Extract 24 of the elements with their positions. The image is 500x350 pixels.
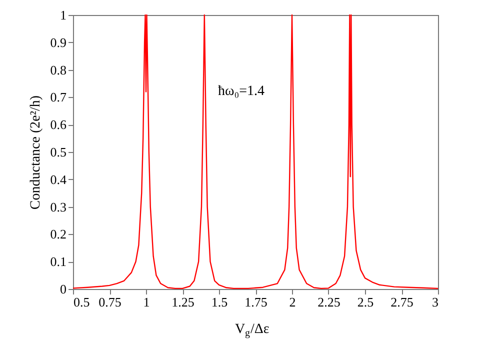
x-tick-label: 2.75 <box>390 294 414 310</box>
y-tick-label: 0 <box>60 282 66 296</box>
y-tick-label: 1 <box>60 8 66 22</box>
x-tick-label: 2 <box>289 294 296 310</box>
y-tick-label: 0.5 <box>50 144 66 160</box>
x-tick-label: 1 <box>143 294 150 310</box>
y-tick-label: 0.6 <box>50 117 67 132</box>
x-tick-label: 3 <box>432 294 438 310</box>
y-tick-label: 0.1 <box>50 254 66 270</box>
y-tick-label: 0.9 <box>50 34 66 50</box>
y-axis-title: Conductance (2e²/h) <box>28 95 44 210</box>
x-tick-label: 1.75 <box>244 294 268 310</box>
annotation: ħω₀=1.4 <box>218 84 264 99</box>
x-tick-label: 1.5 <box>211 294 228 310</box>
x-tick-label: 0.5 <box>74 294 90 310</box>
y-tick-label: 0.3 <box>50 199 66 214</box>
y-tick-label: 0.2 <box>50 226 66 242</box>
x-tick-label: 2.5 <box>357 294 374 310</box>
x-tick-label: 0.75 <box>98 294 122 310</box>
y-tick-label: 0.8 <box>50 62 66 78</box>
x-tick-label: 2.25 <box>318 294 340 310</box>
y-tick-label: 0.7 <box>50 90 67 105</box>
y-tick-label: 0.4 <box>50 172 67 187</box>
x-tick-label: 1.25 <box>172 294 194 310</box>
